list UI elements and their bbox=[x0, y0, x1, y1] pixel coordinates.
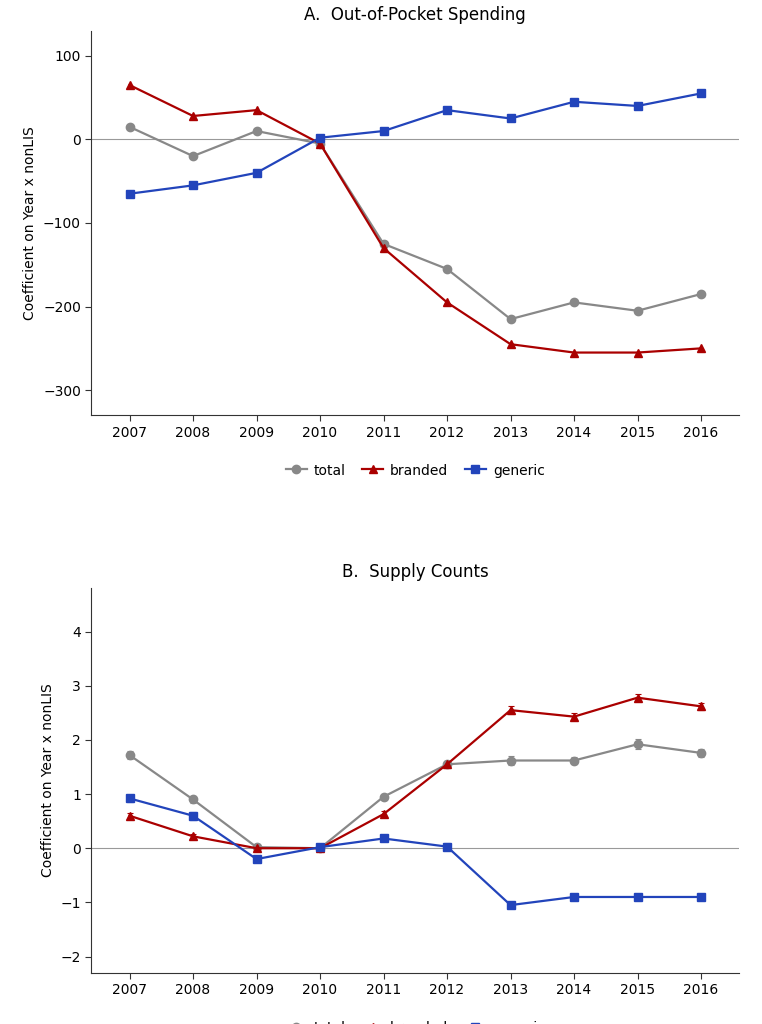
Y-axis label: Coefficient on Year x nonLIS: Coefficient on Year x nonLIS bbox=[24, 126, 37, 319]
Legend: total, branded, generic: total, branded, generic bbox=[286, 1021, 545, 1024]
Y-axis label: Coefficient on Year x nonLIS: Coefficient on Year x nonLIS bbox=[41, 684, 55, 878]
Title: A.  Out-of-Pocket Spending: A. Out-of-Pocket Spending bbox=[304, 5, 527, 24]
Legend: total, branded, generic: total, branded, generic bbox=[286, 464, 545, 477]
Title: B.  Supply Counts: B. Supply Counts bbox=[342, 563, 488, 582]
